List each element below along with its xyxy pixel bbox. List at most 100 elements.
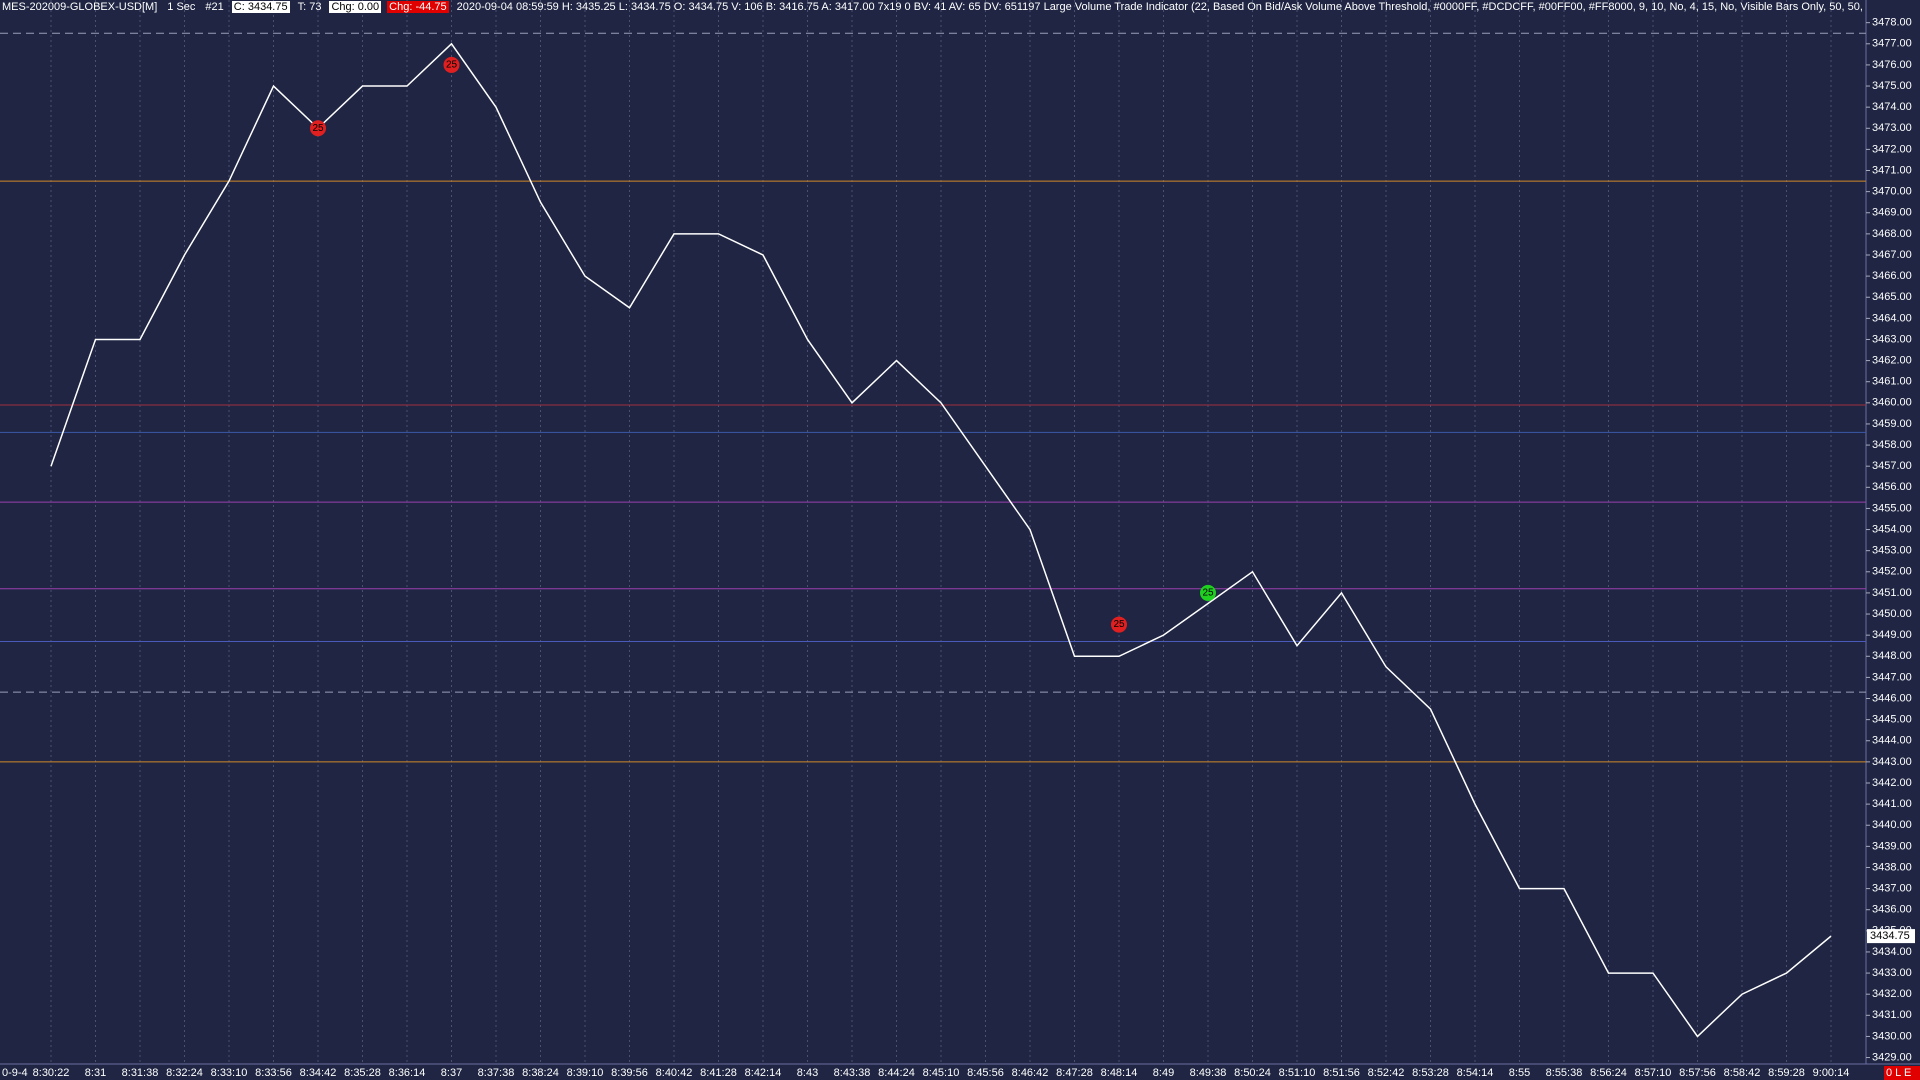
x-tick-label: 8:59:28 — [1768, 1067, 1805, 1079]
x-tick-label: 8:56:24 — [1590, 1067, 1627, 1079]
y-tick-label: 3440.00 — [1872, 819, 1912, 831]
y-tick-label: 3454.00 — [1872, 523, 1912, 535]
x-tick-label: 8:50:24 — [1234, 1067, 1271, 1079]
x-tick-label: 8:39:56 — [611, 1067, 648, 1079]
x-tick-label: 8:45:10 — [923, 1067, 960, 1079]
x-tick-label: 8:55:38 — [1546, 1067, 1583, 1079]
y-tick-label: 3460.00 — [1872, 397, 1912, 409]
x-tick-label: 8:36:14 — [389, 1067, 426, 1079]
y-tick-label: 3447.00 — [1872, 671, 1912, 683]
bar-no: #21 — [205, 1, 224, 13]
ticks: T: 73 — [297, 1, 322, 13]
x-tick-label: 8:43 — [797, 1067, 818, 1079]
y-tick-label: 3467.00 — [1872, 249, 1912, 261]
y-tick-label: 3430.00 — [1872, 1030, 1912, 1042]
y-tick-label: 3439.00 — [1872, 840, 1912, 852]
y-tick-label: 3468.00 — [1872, 228, 1912, 240]
y-tick-label: 3476.00 — [1872, 59, 1912, 71]
info: 2020-09-04 08:59:59 H: 3435.25 L: 3434.7… — [456, 1, 1866, 13]
x-tick-label: 8:58:42 — [1724, 1067, 1761, 1079]
y-tick-label: 3438.00 — [1872, 861, 1912, 873]
change-pct: Chg: -44.75 — [387, 1, 449, 13]
x-tick-label: 8:46:42 — [1012, 1067, 1049, 1079]
x-tick-label: 8:41:28 — [700, 1067, 737, 1079]
y-tick-label: 3429.00 — [1872, 1051, 1912, 1063]
trade-marker — [1111, 616, 1127, 633]
x-tick-label: 8:33:56 — [255, 1067, 292, 1079]
y-tick-label: 3450.00 — [1872, 608, 1912, 620]
y-tick-label: 3452.00 — [1872, 566, 1912, 578]
y-tick-label: 3448.00 — [1872, 650, 1912, 662]
y-tick-label: 3473.00 — [1872, 122, 1912, 134]
header: MES-202009-GLOBEX-USD[M] 1 Sec #21 C: 3434.… — [0, 0, 1866, 14]
x-tick-label: 8:38:24 — [522, 1067, 559, 1079]
y-tick-label: 3434.00 — [1872, 946, 1912, 958]
x-tick-label: 8:30:22 — [33, 1067, 70, 1079]
trade-marker-label: 25 — [312, 123, 324, 134]
trade-marker — [1200, 584, 1216, 601]
x-tick-label: 8:57:56 — [1679, 1067, 1716, 1079]
trade-marker — [443, 56, 460, 73]
y-tick-label: 3442.00 — [1872, 777, 1912, 789]
close: C: 3434.75 — [231, 1, 290, 13]
y-tick-label: 3443.00 — [1872, 756, 1912, 768]
x-tick-label: 8:51:10 — [1279, 1067, 1316, 1079]
y-tick-label: 3461.00 — [1872, 376, 1912, 388]
x-tick-label: 8:53:28 — [1412, 1067, 1449, 1079]
y-tick-label: 3470.00 — [1872, 186, 1912, 198]
y-tick-label: 3433.00 — [1872, 967, 1912, 979]
trade-marker-label: 25 — [1202, 588, 1214, 599]
x-tick-label: 8:51:56 — [1323, 1067, 1360, 1079]
x-tick-label: 8:49 — [1153, 1067, 1174, 1079]
date-fragment: 0-9-4 — [2, 1067, 28, 1079]
y-tick-label: 3464.00 — [1872, 312, 1912, 324]
y-tick-label: 3465.00 — [1872, 291, 1912, 303]
y-tick-label: 3478.00 — [1872, 17, 1912, 29]
y-tick-label: 3456.00 — [1872, 481, 1912, 493]
x-tick-label: 8:43:38 — [834, 1067, 871, 1079]
y-tick-label: 3455.00 — [1872, 502, 1912, 514]
y-tick-label: 3432.00 — [1872, 988, 1912, 1000]
y-tick-label: 3445.00 — [1872, 714, 1912, 726]
y-tick-label: 3463.00 — [1872, 333, 1912, 345]
x-tick-label: 8:39:10 — [567, 1067, 604, 1079]
x-tick-label: 9:00:14 — [1813, 1067, 1850, 1079]
x-tick-label: 8:44:24 — [878, 1067, 915, 1079]
y-tick-label: 3474.00 — [1872, 101, 1912, 113]
x-tick-label: 8:55 — [1509, 1067, 1530, 1079]
y-tick-label: 3475.00 — [1872, 80, 1912, 92]
y-tick-label: 3457.00 — [1872, 460, 1912, 472]
x-tick-label: 8:32:24 — [166, 1067, 203, 1079]
y-tick-label: 3471.00 — [1872, 164, 1912, 176]
y-tick-label: 3462.00 — [1872, 354, 1912, 366]
trade-marker-label: 25 — [446, 60, 458, 71]
x-tick-label: 8:33:10 — [211, 1067, 248, 1079]
x-tick-label: 8:34:42 — [300, 1067, 337, 1079]
x-tick-label: 8:48:14 — [1101, 1067, 1138, 1079]
y-tick-label: 3477.00 — [1872, 38, 1912, 50]
trade-marker-label: 25 — [1113, 619, 1125, 630]
y-tick-label: 3441.00 — [1872, 798, 1912, 810]
x-tick-label: 8:57:10 — [1635, 1067, 1672, 1079]
y-tick-label: 3453.00 — [1872, 545, 1912, 557]
change: Chg: 0.00 — [329, 1, 382, 13]
y-tick-label: 3446.00 — [1872, 692, 1912, 704]
x-tick-label: 8:37:38 — [478, 1067, 515, 1079]
y-tick-label: 3472.00 — [1872, 143, 1912, 155]
last-price-label: 3434.75 — [1870, 930, 1910, 942]
y-tick-label: 3437.00 — [1872, 882, 1912, 894]
y-tick-label: 3458.00 — [1872, 439, 1912, 451]
y-tick-label: 3451.00 — [1872, 587, 1912, 599]
trade-marker — [310, 120, 326, 137]
status: 0 L E — [1886, 1067, 1911, 1079]
x-tick-label: 8:47:28 — [1056, 1067, 1093, 1079]
y-tick-label: 3469.00 — [1872, 207, 1912, 219]
status-box — [1884, 1066, 1920, 1080]
x-tick-label: 8:31:38 — [122, 1067, 159, 1079]
x-tick-label: 8:40:42 — [656, 1067, 693, 1079]
x-tick-label: 8:37 — [441, 1067, 462, 1079]
x-tick-label: 8:49:38 — [1190, 1067, 1227, 1079]
